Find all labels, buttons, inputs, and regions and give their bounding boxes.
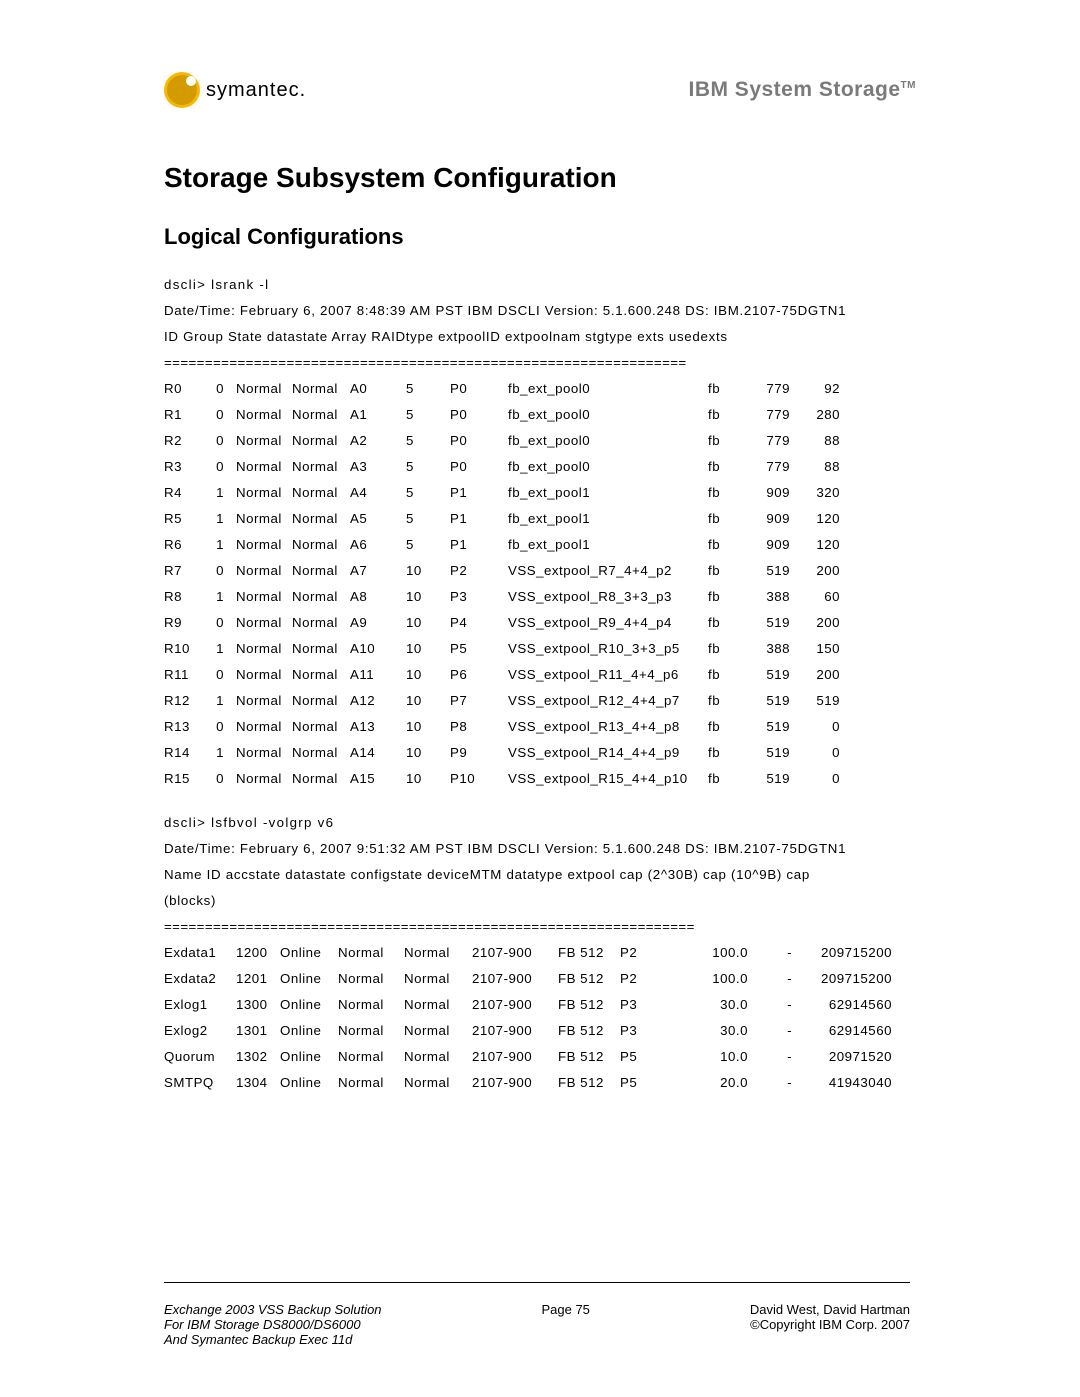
table-row: R130NormalNormalA1310P8VSS_extpool_R13_4… <box>164 714 916 740</box>
table-row: R150NormalNormalA1510P10VSS_extpool_R15_… <box>164 766 916 792</box>
ibm-text-label: IBM System Storage <box>688 78 900 101</box>
table-row: SMTPQ1304OnlineNormalNormal2107-900FB 51… <box>164 1070 916 1096</box>
table-row: R10NormalNormalA15P0fb_ext_pool0fb779280 <box>164 402 916 428</box>
symantec-logo: symantec. <box>164 72 306 108</box>
footer-left: Exchange 2003 VSS Backup Solution For IB… <box>164 1302 382 1347</box>
page-header: symantec. IBM System StorageTM <box>164 60 916 120</box>
lsrank-meta: Date/Time: February 6, 2007 8:48:39 AM P… <box>164 298 916 324</box>
page-title: Storage Subsystem Configuration <box>164 162 916 194</box>
footer-left2: For IBM Storage DS8000/DS6000 <box>164 1317 382 1332</box>
lsrank-cmd: dscli> lsrank -l <box>164 272 916 298</box>
ibm-text: IBM System StorageTM <box>688 78 916 102</box>
lsfbvol-meta: Date/Time: February 6, 2007 9:51:32 AM P… <box>164 836 916 862</box>
footer-right1: David West, David Hartman <box>750 1302 910 1317</box>
lsfbvol-header1: Name ID accstate datastate configstate d… <box>164 862 916 888</box>
footer-rule <box>164 1282 910 1283</box>
table-row: R90NormalNormalA910P4VSS_extpool_R9_4+4_… <box>164 610 916 636</box>
lsfbvol-divider: ========================================… <box>164 914 916 940</box>
table-row: R110NormalNormalA1110P6VSS_extpool_R11_4… <box>164 662 916 688</box>
lsfbvol-header2: (blocks) <box>164 888 916 914</box>
lsfbvol-block: dscli> lsfbvol -volgrp v6 Date/Time: Feb… <box>164 810 916 940</box>
footer-right: David West, David Hartman ©Copyright IBM… <box>750 1302 910 1347</box>
table-row: R81NormalNormalA810P3VSS_extpool_R8_3+3_… <box>164 584 916 610</box>
footer-right2: ©Copyright IBM Corp. 2007 <box>750 1317 910 1332</box>
lsrank-block: dscli> lsrank -l Date/Time: February 6, … <box>164 272 916 376</box>
table-row: R00NormalNormalA05P0fb_ext_pool0fb77992 <box>164 376 916 402</box>
table-row: Exdata11200OnlineNormalNormal2107-900FB … <box>164 940 916 966</box>
ibm-tm: TM <box>901 80 916 91</box>
table-row: R121NormalNormalA1210P7VSS_extpool_R12_4… <box>164 688 916 714</box>
lsrank-header: ID Group State datastate Array RAIDtype … <box>164 324 916 350</box>
rank-table: R00NormalNormalA05P0fb_ext_pool0fb77992R… <box>164 376 916 792</box>
ibm-logo: IBM System StorageTM <box>688 78 916 102</box>
table-row: R41NormalNormalA45P1fb_ext_pool1fb909320 <box>164 480 916 506</box>
table-row: R101NormalNormalA1010P5VSS_extpool_R10_3… <box>164 636 916 662</box>
table-row: R30NormalNormalA35P0fb_ext_pool0fb77988 <box>164 454 916 480</box>
footer: Exchange 2003 VSS Backup Solution For IB… <box>164 1302 910 1347</box>
table-row: Exlog11300OnlineNormalNormal2107-900FB 5… <box>164 992 916 1018</box>
table-row: Exlog21301OnlineNormalNormal2107-900FB 5… <box>164 1018 916 1044</box>
footer-left3: And Symantec Backup Exec 11d <box>164 1332 382 1347</box>
table-row: Quorum1302OnlineNormalNormal2107-900FB 5… <box>164 1044 916 1070</box>
section-title: Logical Configurations <box>164 224 916 250</box>
lsfbvol-cmd: dscli> lsfbvol -volgrp v6 <box>164 810 916 836</box>
footer-left1: Exchange 2003 VSS Backup Solution <box>164 1302 382 1317</box>
table-row: Exdata21201OnlineNormalNormal2107-900FB … <box>164 966 916 992</box>
table-row: R141NormalNormalA1410P9VSS_extpool_R14_4… <box>164 740 916 766</box>
footer-center: Page 75 <box>541 1302 589 1347</box>
symantec-text: symantec. <box>206 79 306 102</box>
lsrank-divider: ========================================… <box>164 350 916 376</box>
table-row: R61NormalNormalA65P1fb_ext_pool1fb909120 <box>164 532 916 558</box>
table-row: R51NormalNormalA55P1fb_ext_pool1fb909120 <box>164 506 916 532</box>
vol-table: Exdata11200OnlineNormalNormal2107-900FB … <box>164 940 916 1096</box>
table-row: R70NormalNormalA710P2VSS_extpool_R7_4+4_… <box>164 558 916 584</box>
table-row: R20NormalNormalA25P0fb_ext_pool0fb77988 <box>164 428 916 454</box>
symantec-icon <box>164 72 200 108</box>
